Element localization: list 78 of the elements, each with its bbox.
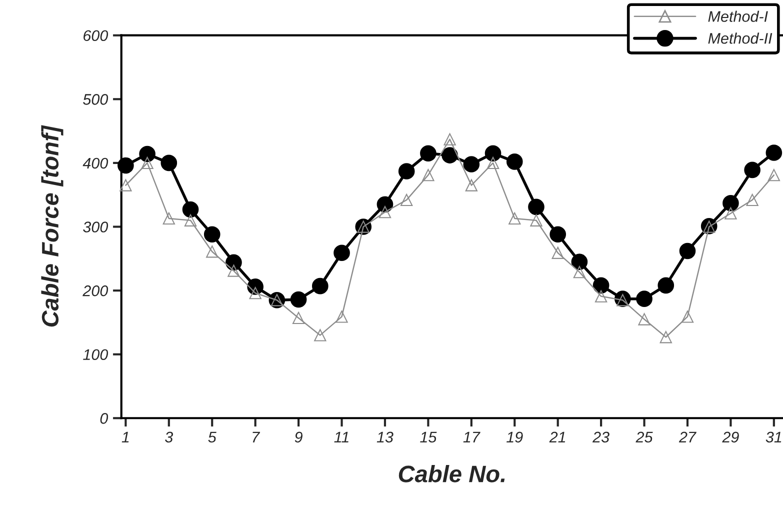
point [334,244,350,262]
point [206,246,218,258]
point [120,179,132,192]
y-tick-label: 300 [83,222,108,232]
point [465,179,478,192]
point [204,226,220,243]
point [398,163,415,180]
y-tick-label: 200 [82,285,108,296]
x-tick-label: 11 [334,432,348,442]
x-tick-label: 1 [122,432,129,442]
point [118,157,134,174]
point [314,329,326,342]
y-tick-label: 0 [100,413,108,424]
point [766,144,782,161]
x-tick-label: 15 [420,432,437,443]
point [442,147,458,164]
point [508,212,521,225]
point [660,331,672,344]
x-tick-label: 29 [722,432,739,443]
point [571,254,588,270]
point [312,278,328,294]
point [336,310,348,323]
point [724,207,737,220]
point [141,156,154,170]
point [636,290,652,307]
x-tick-label: 27 [678,432,696,442]
x-tick-label: 5 [208,432,216,443]
point [292,312,305,324]
point [681,310,694,323]
x-tick-label: 19 [506,432,523,443]
point [228,264,240,277]
y-tick-label: 400 [82,158,108,169]
x-tick-label: 3 [165,432,174,443]
point [484,145,502,162]
point [638,313,650,326]
legend-label: Method-I [708,10,768,22]
point [722,194,739,212]
x-tick-label: 13 [376,432,394,443]
x-tick-label: 17 [463,432,480,442]
point [592,277,610,294]
point [182,201,199,218]
point [139,146,156,162]
point [463,156,480,172]
point [486,156,500,170]
legend-label: Method-II [708,32,772,44]
y-tick-label: 500 [83,94,108,105]
point [746,194,758,206]
x-tick-label: 31 [766,432,782,443]
point [160,154,178,172]
x-axis-title: Cable No. [398,465,505,482]
point [530,214,542,226]
point [552,246,564,259]
x-tick-label: 23 [592,432,610,443]
x-tick-label: 9 [294,432,302,443]
point [249,287,262,300]
x-tick-label: 25 [636,432,653,443]
x-tick-label: 7 [252,432,260,442]
point [290,291,307,308]
point [550,226,566,243]
y-tick-label: 100 [83,349,108,360]
point [594,290,608,302]
point [162,212,175,225]
y-tick-label: 600 [84,30,108,42]
point [573,266,586,278]
point [506,154,523,170]
point [378,206,392,218]
point [768,168,780,182]
point [184,214,197,226]
point [444,133,456,146]
point [528,198,544,216]
x-tick-label: 21 [549,432,566,442]
point [658,277,674,294]
y-axis-title: Cable Force [tonf] [41,125,64,327]
point [400,194,413,206]
point [420,145,436,162]
point [422,168,434,182]
point [679,242,696,260]
point [744,162,760,178]
